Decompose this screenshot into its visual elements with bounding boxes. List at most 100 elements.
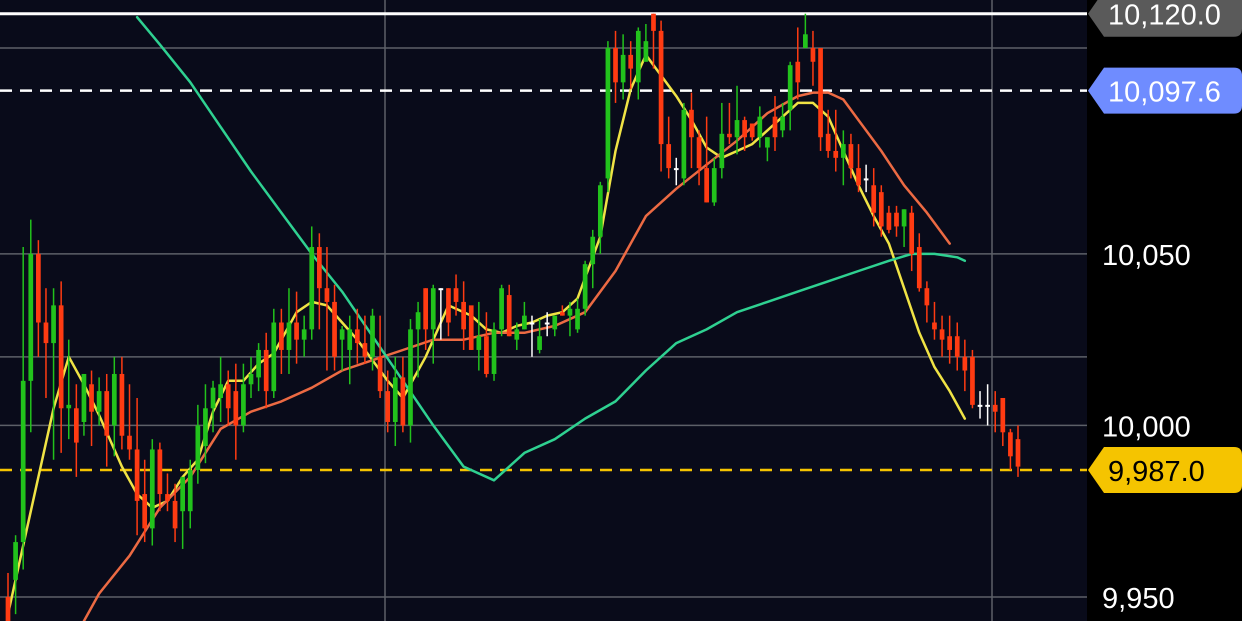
candle-body-89 <box>681 109 687 179</box>
candle-114 <box>871 168 877 227</box>
candle-110 <box>840 130 846 186</box>
candle-body-12 <box>96 391 102 412</box>
candle-40 <box>309 226 315 340</box>
candle-body-37 <box>286 322 292 350</box>
candle-98 <box>749 123 755 141</box>
candle-117 <box>894 205 899 237</box>
candle-body-113 <box>863 178 869 181</box>
price-tag-background-target <box>1088 67 1242 114</box>
candle-body-80 <box>613 48 618 83</box>
candle-body-111 <box>848 144 854 169</box>
candle-48 <box>370 308 375 371</box>
candle-15 <box>119 356 125 450</box>
candle-body-44 <box>339 329 345 340</box>
candle-27 <box>210 380 216 433</box>
candle-body-93 <box>711 168 717 203</box>
candle-8 <box>66 339 72 440</box>
candle-14 <box>111 356 117 457</box>
candle-112 <box>856 144 861 193</box>
candle-33 <box>256 343 261 392</box>
candle-body-83 <box>635 30 641 83</box>
candle-28 <box>218 356 223 423</box>
candle-36 <box>279 308 284 374</box>
candle-body-22 <box>172 500 178 529</box>
candle-41 <box>316 233 322 330</box>
candles <box>5 13 1021 621</box>
candle-67 <box>514 322 520 350</box>
candle-74 <box>567 301 573 337</box>
candle-49 <box>377 315 383 398</box>
candle-50 <box>385 370 391 433</box>
candle-80 <box>613 30 618 103</box>
candle-body-33 <box>256 349 261 378</box>
candle-30 <box>233 363 239 460</box>
candle-body-38 <box>294 322 299 340</box>
candle-body-126 <box>962 356 968 371</box>
price-axis-label-0: 10,050 <box>1102 240 1191 272</box>
candle-78 <box>597 181 603 254</box>
candle-133 <box>1015 425 1021 477</box>
candle-body-73 <box>560 312 565 316</box>
candle-92 <box>704 116 710 203</box>
candle-body-50 <box>385 391 391 423</box>
price-tag-background-high <box>1088 0 1242 37</box>
candle-11 <box>89 370 94 447</box>
candle-31 <box>241 363 246 433</box>
candle-69 <box>529 315 535 357</box>
candle-87 <box>666 116 672 179</box>
candle-96 <box>734 85 740 155</box>
candle-body-52 <box>400 377 406 426</box>
candle-body-132 <box>1008 432 1013 457</box>
candle-68 <box>522 301 527 330</box>
candle-body-18 <box>142 494 148 529</box>
candle-75 <box>575 298 580 333</box>
candle-62 <box>476 301 482 371</box>
candle-body-99 <box>757 116 763 138</box>
moving-average-line-2 <box>135 15 967 482</box>
candle-86 <box>658 20 664 172</box>
candle-body-60 <box>461 301 466 330</box>
candle-body-118 <box>901 209 907 227</box>
candle-body-1 <box>13 542 18 580</box>
candle-77 <box>590 229 596 289</box>
candle-109 <box>833 109 839 172</box>
candle-127 <box>970 349 975 409</box>
candle-53 <box>408 319 413 443</box>
candle-125 <box>954 322 960 371</box>
candle-body-45 <box>347 329 353 350</box>
candle-body-124 <box>947 336 953 350</box>
candle-body-112 <box>856 168 861 186</box>
candle-94 <box>719 102 725 179</box>
price-tag-label-current: 9,987.0 <box>1108 456 1205 488</box>
candle-body-23 <box>180 476 186 512</box>
candle-body-43 <box>332 301 337 357</box>
candle-body-119 <box>909 212 915 254</box>
candle-body-102 <box>780 116 785 131</box>
candle-115 <box>878 185 884 237</box>
candle-body-69 <box>529 322 535 325</box>
candle-124 <box>947 315 953 364</box>
candle-body-92 <box>704 168 710 203</box>
candle-7 <box>58 281 64 453</box>
candle-104 <box>795 27 801 100</box>
candle-42 <box>324 247 330 371</box>
price-marker-tags: 10,120.0 10,097.6 9,987.0 <box>1088 0 1242 494</box>
candle-19 <box>149 439 155 546</box>
candle-body-68 <box>522 315 527 330</box>
candle-0 <box>5 572 11 621</box>
candle-body-115 <box>878 192 884 227</box>
price-axis-label-1: 10,000 <box>1102 411 1191 443</box>
candle-108 <box>825 109 831 158</box>
candle-body-77 <box>590 236 596 265</box>
candle-body-51 <box>392 377 398 423</box>
candle-9 <box>73 384 79 477</box>
candle-111 <box>848 133 854 179</box>
candle-32 <box>248 356 254 398</box>
candle-103 <box>787 61 793 131</box>
candle-121 <box>924 281 930 323</box>
candle-body-0 <box>5 596 11 621</box>
candle-64 <box>491 322 497 381</box>
price-tag-target: 10,097.6 <box>1088 67 1242 114</box>
candle-body-72 <box>552 315 558 330</box>
